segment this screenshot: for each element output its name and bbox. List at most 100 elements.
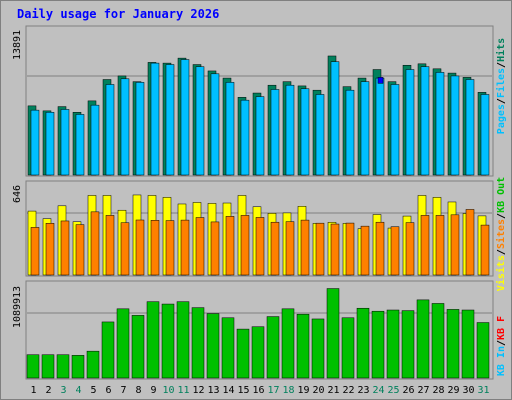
- sites-bar: [60, 220, 70, 276]
- sites-bar: [465, 209, 475, 276]
- files-bar: [375, 77, 385, 176]
- kbin-bar: [416, 299, 430, 379]
- kbin-bar: [461, 309, 475, 379]
- kbin-bar: [431, 303, 445, 379]
- kbin-bar: [56, 354, 70, 379]
- day-label: 2: [45, 385, 51, 396]
- sites-bar: [405, 222, 415, 276]
- kbin-bar: [446, 309, 460, 379]
- sites-bar: [240, 215, 250, 276]
- files-bar: [270, 89, 280, 176]
- day-label: 14: [222, 385, 234, 396]
- kbin-bar: [191, 307, 205, 379]
- kbin-bar: [341, 317, 355, 379]
- day-label: 30: [462, 385, 474, 396]
- sites-bar: [315, 222, 325, 276]
- legends: Pages/Files/Hits Visits/Sites/KB Out KB In…: [495, 38, 507, 376]
- files-bar: [45, 112, 55, 176]
- files-bar: [435, 72, 445, 176]
- sites-bar: [30, 227, 40, 276]
- sites-bar: [90, 211, 100, 276]
- kbin-bar: [311, 318, 325, 379]
- kbin-bar: [131, 315, 145, 379]
- day-label: 6: [105, 385, 111, 396]
- day-label: 23: [357, 385, 369, 396]
- day-label: 20: [312, 385, 324, 396]
- files-bar: [255, 96, 265, 176]
- hits-legend: Pages/Files/Hits: [495, 38, 507, 134]
- sites-bar: [390, 226, 400, 276]
- day-label: 9: [150, 385, 156, 396]
- sites-bar: [420, 215, 430, 276]
- kbin-bar: [251, 326, 265, 379]
- files-bar: [405, 69, 415, 176]
- files-bar: [210, 73, 220, 176]
- day-label: 15: [237, 385, 249, 396]
- day-label: 3: [60, 385, 66, 396]
- kbin-bar: [116, 308, 130, 379]
- sites-legend: Visits/Sites/KB Out: [495, 177, 507, 291]
- kbin-bar: [221, 317, 235, 379]
- kbin-bar: [266, 316, 280, 379]
- files-bar: [150, 62, 160, 176]
- day-label: 28: [432, 385, 444, 396]
- files-bar: [90, 104, 100, 176]
- kbin-bar: [161, 303, 175, 379]
- files-bar: [135, 82, 145, 176]
- chart-title: Daily usage for January 2026: [17, 7, 219, 21]
- pages-bar: [377, 77, 384, 84]
- files-bar: [285, 84, 295, 176]
- files-bar: [60, 109, 70, 176]
- sites-bar: [255, 217, 265, 276]
- sites-bar: [45, 223, 55, 276]
- files-bar: [120, 78, 130, 176]
- sites-bar: [195, 217, 205, 276]
- sites-ytick: 646: [12, 185, 23, 203]
- day-label: 31: [477, 385, 489, 396]
- files-bar: [465, 79, 475, 176]
- day-label: 4: [75, 385, 81, 396]
- day-label: 17: [267, 385, 279, 396]
- files-bar: [345, 89, 355, 176]
- sites-bar: [135, 219, 145, 276]
- files-bar: [315, 94, 325, 176]
- kbin-bar: [176, 301, 190, 379]
- day-label: 29: [447, 385, 459, 396]
- day-labels: 1 2 3 4 5 6 7 8 9 10 11 12 13 14 15 16 17 18 19 20 21 22 23 24 2…: [30, 385, 489, 396]
- day-label: 7: [120, 385, 126, 396]
- kbin-bar: [401, 310, 415, 379]
- files-bar: [30, 109, 40, 176]
- sites-bar: [360, 225, 370, 276]
- day-label: 25: [387, 385, 399, 396]
- kbin-bar: [281, 308, 295, 379]
- day-label: 18: [282, 385, 294, 396]
- day-label: 11: [177, 385, 189, 396]
- sites-bar: [285, 221, 295, 276]
- files-bar: [225, 82, 235, 176]
- sites-bar: [435, 215, 445, 276]
- kbin-bar: [71, 355, 85, 379]
- kbin-bar: [371, 310, 385, 379]
- bar-marks: [26, 55, 490, 379]
- day-label: 19: [297, 385, 309, 396]
- sites-bar: [330, 223, 340, 276]
- kbin-bar: [236, 328, 250, 379]
- day-label: 16: [252, 385, 264, 396]
- kbin-bar: [146, 301, 160, 379]
- files-bar: [300, 88, 310, 176]
- sites-bar: [450, 214, 460, 276]
- files-bar: [420, 66, 430, 176]
- files-bar: [75, 114, 85, 176]
- day-label: 22: [342, 385, 354, 396]
- files-bar: [480, 94, 490, 176]
- kbin-bar: [326, 288, 340, 379]
- day-label: 10: [162, 385, 174, 396]
- files-bar: [330, 61, 340, 176]
- day-label: 21: [327, 385, 339, 396]
- day-label: 8: [135, 385, 141, 396]
- files-bar: [195, 66, 205, 176]
- sites-bar: [180, 219, 190, 276]
- sites-bar: [165, 220, 175, 276]
- kbin-bar: [26, 354, 40, 379]
